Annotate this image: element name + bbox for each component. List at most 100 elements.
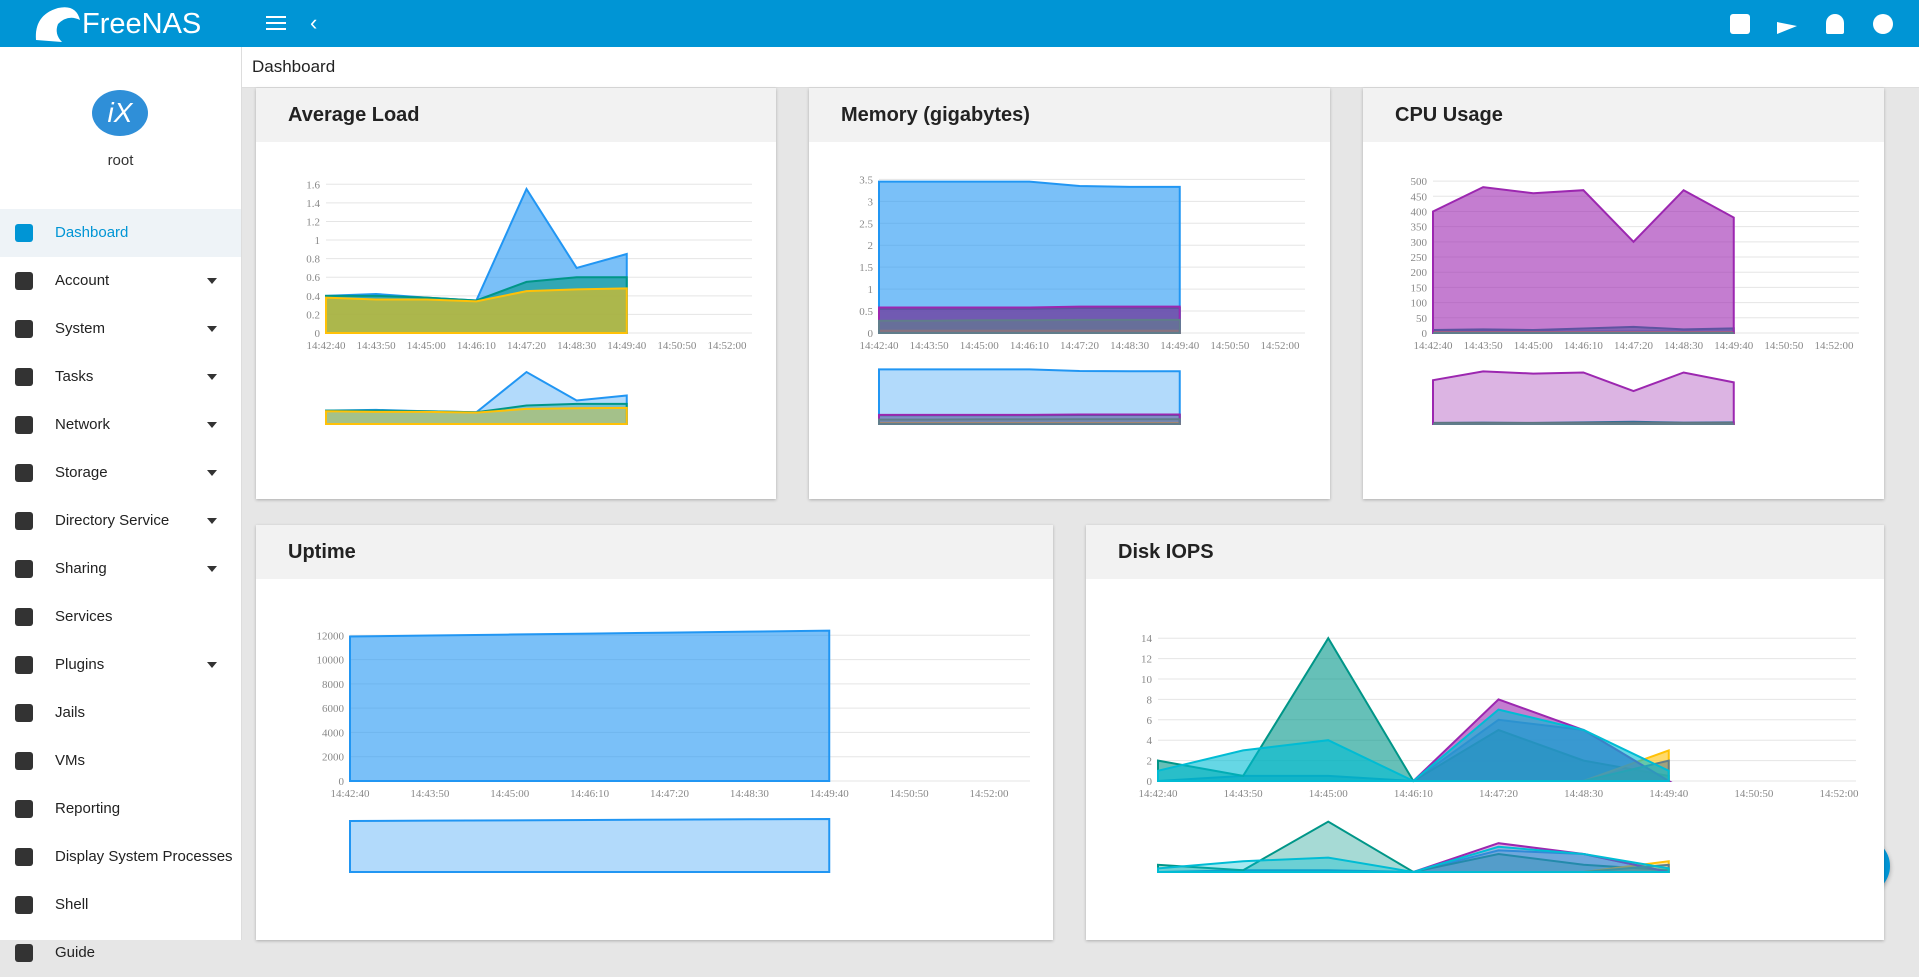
y-tick-label: 500: [1411, 176, 1428, 188]
nav-item[interactable]: Storage: [0, 449, 241, 497]
nav-arrow: [207, 566, 217, 572]
nav-item[interactable]: VMs: [0, 737, 241, 785]
back-button[interactable]: ‹: [310, 10, 317, 36]
nav-label: VMs: [55, 737, 85, 785]
nav-icon: [15, 320, 33, 338]
nav-item[interactable]: Tasks: [0, 353, 241, 401]
y-tick-label: 14: [1141, 633, 1153, 645]
y-tick-label: 350: [1411, 222, 1428, 234]
x-tick-label: 14:47:20: [1614, 340, 1654, 352]
nav-icon: [15, 944, 33, 962]
x-tick-label: 14:48:30: [1110, 340, 1150, 352]
y-tick-label: 12: [1141, 654, 1152, 666]
nav-label: Display System Processes: [55, 833, 233, 881]
nav-label: Reporting: [55, 785, 120, 833]
x-tick-label: 14:48:30: [1564, 788, 1604, 800]
y-tick-label: 10000: [317, 655, 345, 667]
nav-item[interactable]: Directory Service: [0, 497, 241, 545]
nav-item[interactable]: Account: [0, 257, 241, 305]
breadcrumb: Dashboard: [242, 47, 1919, 88]
y-tick-label: 0.2: [306, 309, 320, 321]
x-tick-label: 14:42:40: [330, 788, 370, 800]
nav-label: Jails: [55, 689, 85, 737]
series-area: [879, 320, 1180, 333]
nav-item[interactable]: Network: [0, 401, 241, 449]
x-tick-label: 14:47:20: [1479, 788, 1519, 800]
nav-icon: [15, 272, 33, 290]
x-tick-label: 14:50:50: [1210, 340, 1250, 352]
y-tick-label: 250: [1411, 252, 1428, 264]
settings-button[interactable]: [1873, 14, 1893, 34]
overview-area: [879, 419, 1180, 424]
overview-area: [1433, 371, 1734, 424]
x-tick-label: 14:45:00: [490, 788, 530, 800]
nav-item[interactable]: Display System Processes: [0, 833, 241, 881]
nav-icon: [15, 896, 33, 914]
x-tick-label: 14:46:10: [1564, 340, 1604, 352]
x-tick-label: 14:50:50: [657, 340, 697, 352]
y-tick-label: 300: [1411, 237, 1428, 249]
alerts-button[interactable]: [1826, 14, 1844, 34]
y-tick-label: 0.6: [306, 272, 320, 284]
nav-item[interactable]: System: [0, 305, 241, 353]
nav-label: Storage: [55, 449, 108, 497]
x-tick-label: 14:47:20: [507, 340, 547, 352]
nav-item[interactable]: Services: [0, 593, 241, 641]
nav-arrow: [207, 326, 217, 332]
nav-icon: [15, 608, 33, 626]
nav-icon: [15, 848, 33, 866]
y-tick-label: 50: [1416, 313, 1428, 325]
x-tick-label: 14:48:30: [730, 788, 770, 800]
y-tick-label: 0: [339, 776, 345, 788]
logo-icon: [28, 0, 88, 47]
x-tick-label: 14:52:00: [1819, 788, 1859, 800]
y-tick-label: 10: [1141, 674, 1153, 686]
upload-button[interactable]: [1777, 14, 1797, 34]
nav-item[interactable]: Dashboard: [0, 209, 241, 257]
nav-item[interactable]: Shell: [0, 881, 241, 929]
y-tick-label: 1.4: [306, 198, 320, 210]
nav-item[interactable]: Plugins: [0, 641, 241, 689]
x-tick-label: 14:43:50: [1224, 788, 1264, 800]
nav-arrow: [207, 278, 217, 284]
theme-button[interactable]: [1730, 14, 1750, 34]
nav-item[interactable]: Reporting: [0, 785, 241, 833]
overview-area: [1158, 847, 1669, 872]
nav-item[interactable]: Sharing: [0, 545, 241, 593]
x-tick-label: 14:49:40: [1649, 788, 1689, 800]
y-tick-label: 4: [1147, 735, 1153, 747]
x-tick-label: 14:43:50: [410, 788, 450, 800]
nav-item[interactable]: Guide: [0, 929, 241, 977]
nav-label: System: [55, 305, 105, 353]
x-tick-label: 14:45:00: [1309, 788, 1349, 800]
y-tick-label: 0.8: [306, 254, 320, 266]
x-tick-label: 14:52:00: [707, 340, 747, 352]
y-tick-label: 3.5: [859, 174, 873, 186]
x-tick-label: 14:42:40: [1138, 788, 1178, 800]
y-tick-label: 3: [868, 196, 874, 208]
nav-icon: [15, 368, 33, 386]
card-title: Memory (gigabytes): [809, 88, 1330, 142]
nav-label: Directory Service: [55, 497, 169, 545]
x-tick-label: 14:42:40: [1413, 340, 1453, 352]
y-tick-label: 0: [315, 328, 321, 340]
nav-label: Shell: [55, 881, 88, 929]
series-area: [1158, 710, 1669, 781]
nav-arrow: [207, 374, 217, 380]
y-tick-label: 6000: [322, 703, 345, 715]
series-area: [1433, 187, 1734, 333]
nav-item[interactable]: Jails: [0, 689, 241, 737]
nav-icon: [15, 464, 33, 482]
x-tick-label: 14:46:10: [1010, 340, 1050, 352]
overview-area: [350, 819, 829, 872]
nav-arrow: [207, 422, 217, 428]
nav-arrow: [207, 518, 217, 524]
menu-button[interactable]: [266, 16, 286, 30]
